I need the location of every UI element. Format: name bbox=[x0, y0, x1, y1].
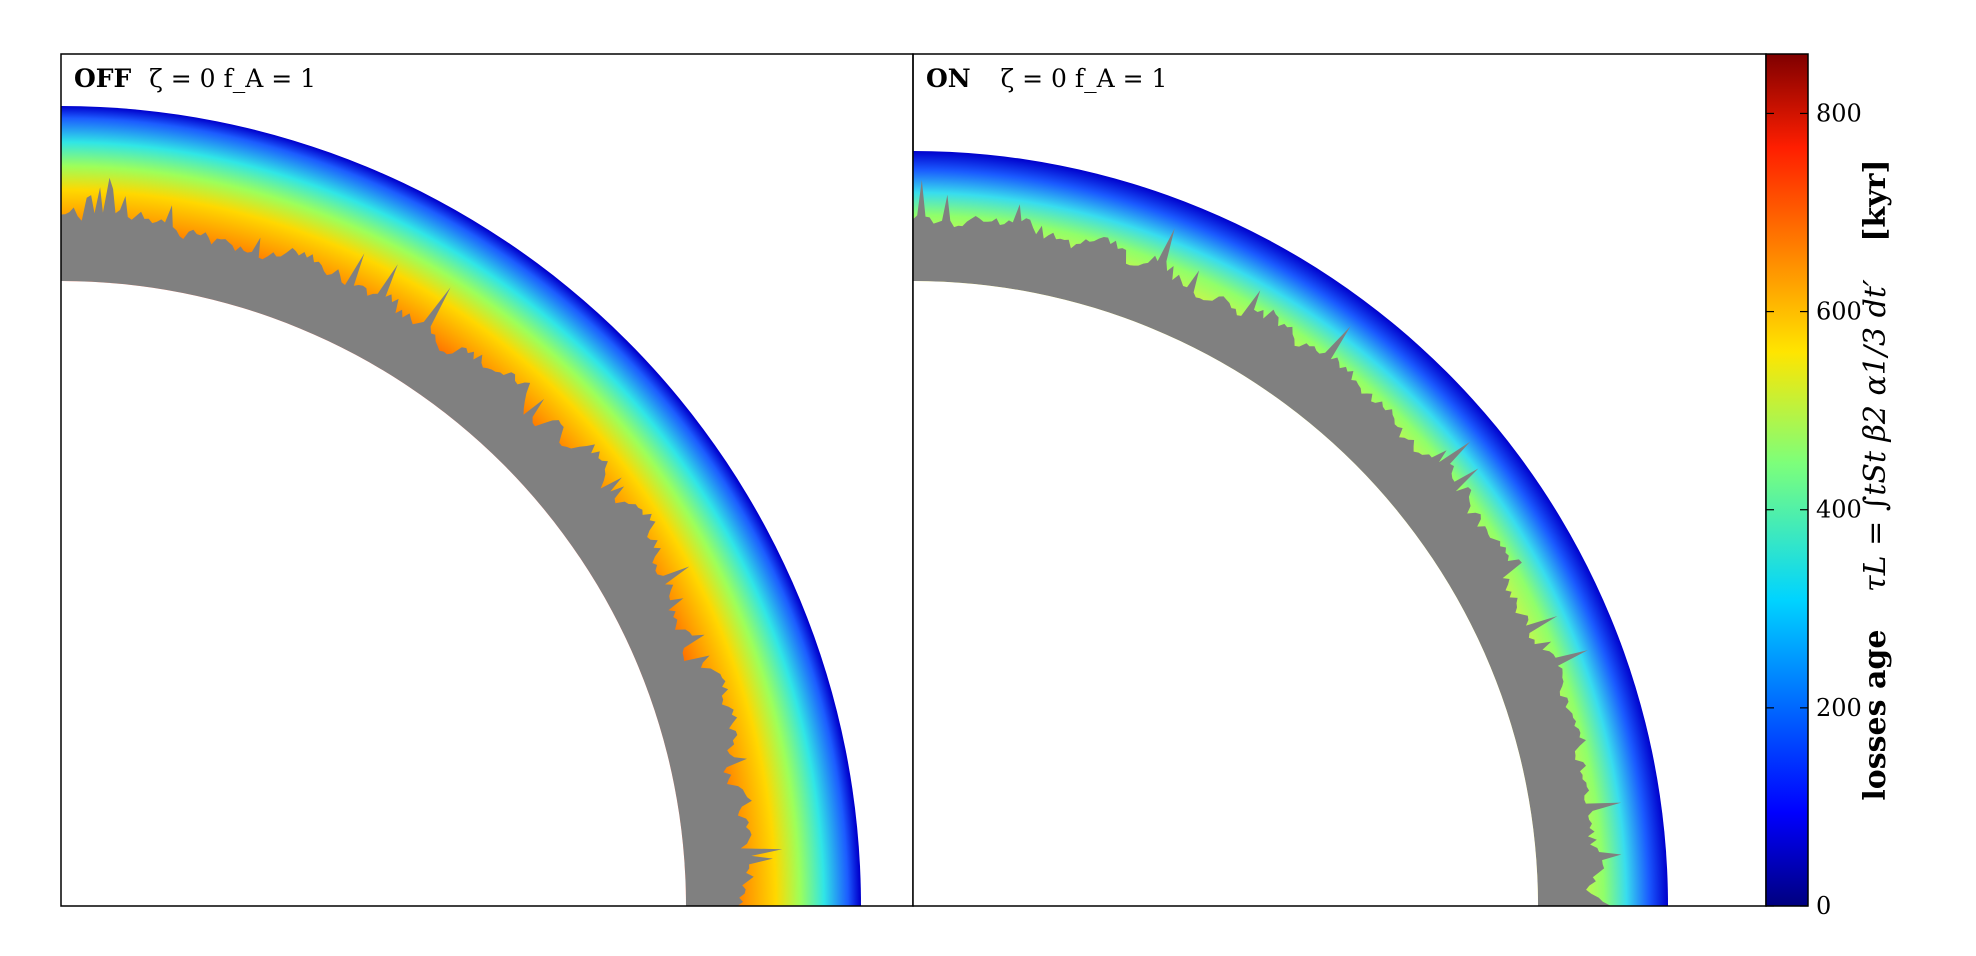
colorbar-tick-label: 400 bbox=[1816, 496, 1862, 524]
colorbar-label-unit: [kyr] bbox=[1858, 159, 1893, 241]
panel-off-label-params: ζ = 0 f_A = 1 bbox=[149, 64, 316, 93]
colorbar-tick-label: 200 bbox=[1816, 694, 1862, 722]
colorbar: 0 200 400 600 800 losses age τL = ∫tSt β2 α1… bbox=[1765, 53, 1893, 920]
inner-gray-region-on bbox=[913, 179, 1622, 906]
inner-white-region-off bbox=[61, 281, 686, 906]
colorbar-tick-label: 0 bbox=[1816, 892, 1831, 920]
inner-gray-region-off bbox=[61, 177, 783, 906]
panel-on-label-params: ζ = 0 f_A = 1 bbox=[1001, 64, 1168, 93]
colorbar-tick-label: 600 bbox=[1816, 298, 1862, 326]
colorbar-tick-label: 800 bbox=[1816, 99, 1862, 127]
panel-on-label: ON ζ = 0 f_A = 1 bbox=[926, 64, 1167, 93]
panel-off bbox=[61, 106, 861, 906]
panel-on-label-bold: ON bbox=[926, 64, 971, 93]
colorbar-label-formula: τL = ∫tSt β2 α1/3 dt′ bbox=[1858, 279, 1893, 592]
panel-off-label: OFF ζ = 0 f_A = 1 bbox=[74, 64, 316, 93]
panel-off-label-bold: OFF bbox=[74, 64, 132, 93]
inner-white-region-on bbox=[913, 281, 1538, 906]
panel-on bbox=[913, 151, 1668, 906]
colorbar-bar bbox=[1765, 53, 1809, 907]
colorbar-label: losses age τL = ∫tSt β2 α1/3 dt′ [kyr] bbox=[1858, 159, 1893, 800]
colorbar-ticks: 0 200 400 600 800 bbox=[1766, 99, 1862, 920]
colorbar-label-name: losses age bbox=[1858, 630, 1893, 801]
